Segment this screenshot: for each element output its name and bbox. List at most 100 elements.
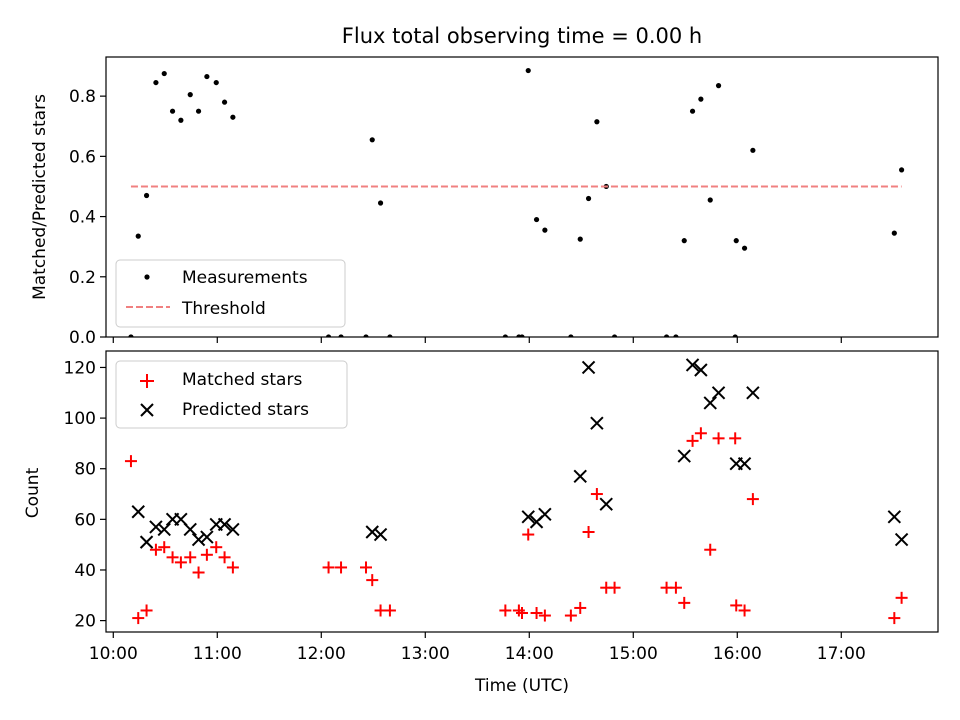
measurements-point — [715, 83, 722, 89]
predicted-stars-point — [183, 522, 197, 537]
matched-stars-point — [210, 541, 223, 554]
bottom-x-tick-label: 12:00 — [297, 644, 346, 664]
measurements-point — [221, 99, 228, 105]
matched-stars-point — [678, 596, 691, 609]
predicted-stars-point — [894, 532, 909, 547]
top-y-tick-label: 0.8 — [69, 87, 96, 107]
measurements-point — [230, 114, 236, 120]
measurements-point — [135, 233, 141, 239]
legend-measurements-label: Measurements — [182, 268, 308, 288]
matched-stars-point — [226, 561, 239, 574]
bottom-x-tick-label: 13:00 — [401, 644, 450, 664]
matched-stars-point — [694, 427, 707, 440]
bottom-plot-frame — [105, 350, 939, 633]
top-chart-title: Flux total observing time = 0.00 h — [342, 24, 702, 48]
bottom-x-tick-label: 17:00 — [817, 644, 866, 664]
predicted-stars-point — [200, 530, 214, 544]
predicted-stars-point — [139, 535, 154, 549]
matched-stars-point — [669, 581, 682, 594]
predicted-stars-point — [365, 525, 379, 539]
measurements-point — [707, 197, 713, 203]
matched-stars-point — [574, 601, 587, 614]
measurements-point — [143, 192, 150, 199]
legend-predicted-label: Predicted stars — [182, 400, 309, 420]
bottom-x-tick-label: 15:00 — [609, 644, 658, 664]
matched-stars-point — [124, 455, 137, 468]
predicted-stars-point — [573, 469, 587, 484]
measurements-point — [611, 334, 618, 337]
measurements-point — [681, 238, 687, 244]
predicted-stars-point — [149, 520, 163, 534]
predicted-stars-point — [538, 507, 552, 521]
measurements-point — [377, 200, 384, 206]
predicted-stars-point — [711, 386, 726, 400]
measurements-point — [178, 117, 184, 123]
measurements-point — [568, 334, 574, 337]
matched-stars-point — [704, 543, 717, 556]
measurements-point — [387, 334, 393, 337]
matched-stars-point — [730, 599, 743, 612]
predicted-stars-point — [226, 522, 240, 537]
measurements-point — [577, 236, 583, 242]
top-y-tick-label: 0.6 — [69, 147, 96, 167]
top-legend: Measurements Threshold — [115, 259, 346, 328]
predicted-stars-point — [746, 386, 760, 400]
measurements-point — [733, 238, 739, 244]
measurements-point — [689, 108, 696, 114]
bottom-x-tick-label: 11:00 — [193, 644, 242, 664]
bottom-data-marks — [124, 358, 909, 625]
measurements-point — [698, 96, 704, 102]
measurements-point — [213, 79, 219, 86]
top-y-axis-label: Matched/Predicted stars — [30, 94, 50, 300]
matched-stars-point — [895, 591, 908, 604]
predicted-stars-point — [887, 510, 902, 524]
matched-stars-point — [590, 488, 603, 501]
bottom-legend-box — [115, 360, 348, 429]
matched-stars-point — [149, 543, 162, 556]
bottom-x-tick-label: 16:00 — [713, 644, 762, 664]
predicted-stars-point — [685, 358, 700, 372]
matched-stars-point — [499, 604, 512, 617]
matched-stars-point — [360, 561, 372, 574]
measurements-point — [533, 216, 540, 223]
measurements-point — [161, 70, 167, 77]
matched-stars-point — [686, 434, 699, 447]
matched-stars-point — [184, 551, 197, 564]
bottom-y-tick-label: 40 — [74, 561, 96, 581]
matched-stars-point — [608, 581, 621, 594]
top-y-tick-label: 0.4 — [69, 208, 96, 228]
measurements-point — [369, 137, 375, 143]
measurements-point — [187, 92, 193, 98]
matched-stars-point — [564, 609, 577, 622]
bottom-y-tick-label: 100 — [64, 409, 96, 429]
matched-stars-point — [132, 612, 145, 625]
matched-stars-point — [729, 432, 742, 445]
measurements-point — [338, 334, 344, 337]
measurements-point — [741, 245, 748, 251]
measurements-point — [899, 167, 905, 173]
bottom-legend: Matched stars Predicted stars — [115, 360, 348, 429]
matched-stars-point — [140, 604, 153, 617]
legend-measurements-marker — [144, 274, 150, 280]
legend-matched-label: Matched stars — [182, 370, 302, 390]
top-axes: 0.0 0.2 0.4 0.6 0.8 — [69, 87, 842, 348]
matched-stars-point — [582, 526, 595, 539]
matched-stars-point — [218, 551, 231, 564]
top-y-tick-label: 0.2 — [69, 268, 96, 288]
measurements-point — [325, 334, 332, 337]
bottom-subplot: Count Time (UTC) 10:00 11:00 12:00 13:00 14:… — [23, 350, 939, 696]
measurements-point — [750, 147, 756, 153]
matched-stars-point — [366, 574, 379, 587]
measurements-point — [519, 334, 525, 337]
measurements-point — [673, 334, 679, 337]
matched-stars-point — [158, 541, 171, 554]
bottom-y-tick-label: 20 — [74, 612, 96, 632]
measurements-point — [594, 119, 600, 125]
matched-stars-point — [530, 607, 543, 620]
measurements-point — [128, 334, 134, 337]
measurements-point — [195, 108, 202, 114]
matched-stars-point — [738, 604, 751, 617]
bottom-y-tick-label: 120 — [64, 358, 96, 378]
